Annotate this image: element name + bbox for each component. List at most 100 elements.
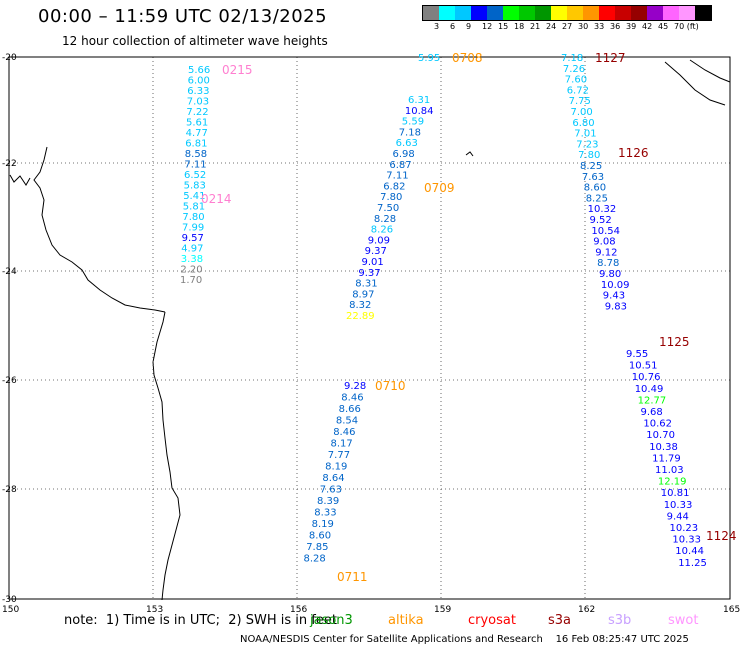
wave-height-label: 5.81	[183, 202, 205, 213]
track-1125: 9.5510.5110.7610.4912.779.6810.6210.7010…	[626, 335, 707, 569]
latitude-label: -20	[2, 53, 17, 63]
wave-height-label: 8.46	[341, 393, 363, 404]
longitude-label: 162	[578, 605, 595, 615]
wave-height-label: 11.79	[652, 453, 681, 464]
wave-height-label: 7.80	[578, 150, 600, 161]
satellite-tracks: 5.666.006.337.037.225.614.776.818.587.11…	[180, 51, 737, 584]
wave-height-label: 1.70	[180, 275, 202, 286]
pass-time-label: 0708	[452, 51, 483, 65]
color-scale-bar	[422, 5, 712, 21]
wave-height-label: 10.54	[591, 226, 620, 237]
wave-height-label: 8.32	[349, 300, 371, 311]
latitude-label: -30	[2, 595, 17, 605]
color-scale-label: 6	[450, 22, 456, 31]
color-swatch	[599, 6, 615, 20]
color-scale-label: 42	[642, 22, 653, 31]
color-swatch	[439, 6, 455, 20]
coastline-path	[465, 151, 474, 157]
color-scale-label: 36	[610, 22, 621, 31]
longitude-label: 165	[723, 605, 740, 615]
color-scale-label: 45	[658, 22, 669, 31]
wave-height-label: 9.68	[641, 407, 663, 418]
wave-height-label: 8.39	[317, 496, 339, 507]
wave-height-label: 10.33	[664, 500, 693, 511]
wave-height-label: 2.20	[180, 265, 202, 276]
color-scale-label: 70 (ft)	[674, 22, 699, 31]
color-swatch	[551, 6, 567, 20]
wave-height-label: 9.55	[626, 349, 648, 360]
track-1124: 1124	[706, 529, 737, 543]
wave-height-label: 10.23	[670, 523, 699, 534]
wave-height-label: 7.80	[380, 192, 402, 203]
wave-height-label: 8.28	[374, 214, 396, 225]
color-scale-label: 12	[482, 22, 493, 31]
pass-time-label: 1125	[659, 335, 690, 349]
wave-height-label: 22.89	[346, 311, 375, 322]
wave-height-label: 7.22	[186, 107, 208, 118]
color-swatch	[663, 6, 679, 20]
wave-height-label: 9.09	[368, 235, 390, 246]
wave-height-label: 6.31	[408, 95, 430, 106]
wave-height-label: 10.51	[629, 361, 658, 372]
wave-height-label: 8.25	[586, 193, 608, 204]
coastline-path	[9, 174, 31, 186]
color-swatch	[455, 6, 471, 20]
page-subtitle: 12 hour collection of altimeter wave hei…	[62, 34, 328, 48]
legend-item-altika: altika	[388, 613, 424, 628]
wave-height-label: 5.83	[184, 181, 206, 192]
wave-height-label: 11.03	[655, 465, 684, 476]
color-swatch	[567, 6, 583, 20]
pass-time-label: 0214	[201, 192, 232, 206]
longitude-label: 150	[2, 605, 19, 615]
credit-line: NOAA/NESDIS Center for Satellite Applica…	[240, 634, 689, 645]
wave-height-label: 8.31	[355, 279, 377, 290]
pass-time-label: 0709	[424, 181, 455, 195]
longitude-label: 159	[434, 605, 451, 615]
wave-height-label: 10.49	[635, 384, 664, 395]
wave-height-label: 6.33	[187, 86, 209, 97]
color-swatch	[535, 6, 551, 20]
wave-height-label: 6.82	[383, 181, 405, 192]
wave-height-label: 10.38	[649, 442, 678, 453]
color-swatch	[695, 6, 711, 20]
wave-height-label: 6.87	[389, 160, 411, 171]
track-0214: 0214	[201, 192, 232, 206]
wave-height-label: 8.97	[352, 289, 374, 300]
pass-time-label: 1127	[595, 51, 626, 65]
legend-item-s3b: s3b	[608, 613, 632, 628]
coastline	[9, 59, 731, 601]
wave-height-label: 9.08	[593, 237, 615, 248]
pass-time-label: 0710	[375, 379, 406, 393]
color-swatch	[583, 6, 599, 20]
wave-height-label: 6.00	[188, 76, 210, 87]
color-scale-label: 33	[594, 22, 605, 31]
wave-height-label: 9.37	[365, 246, 387, 257]
color-swatch	[647, 6, 663, 20]
color-scale-label: 15	[498, 22, 509, 31]
wave-height-label: 8.60	[309, 531, 331, 542]
wave-height-label: 7.23	[576, 139, 598, 150]
footnote: note: 1) Time is in UTC; 2) SWH is in fe…	[64, 613, 337, 628]
wave-height-label: 7.60	[565, 75, 587, 86]
wave-height-label: 8.19	[325, 462, 347, 473]
color-scale-label: 27	[562, 22, 573, 31]
wave-height-label: 8.25	[580, 161, 602, 172]
color-swatch	[423, 6, 439, 20]
wave-height-label: 10.84	[405, 106, 434, 117]
legend-item-jason3: jason3	[310, 613, 353, 628]
wave-height-label: 8.54	[336, 416, 358, 427]
wave-height-label: 9.80	[599, 269, 621, 280]
wave-height-label: 9.28	[344, 381, 366, 392]
track-1126: 1126	[618, 146, 649, 160]
wave-height-label: 9.37	[358, 268, 380, 279]
wave-height-label: 8.46	[333, 427, 355, 438]
wave-height-label: 9.12	[595, 247, 617, 258]
track-0215: 5.666.006.337.037.225.614.776.818.587.11…	[180, 63, 253, 286]
wave-height-label: 7.75	[569, 96, 591, 107]
wave-height-label: 4.77	[186, 128, 208, 139]
wave-height-label: 7.85	[306, 542, 328, 553]
coastline-path	[152, 311, 181, 601]
longitude-label: 153	[146, 605, 163, 615]
legend-item-swot: swot	[668, 613, 699, 628]
color-swatch	[679, 6, 695, 20]
